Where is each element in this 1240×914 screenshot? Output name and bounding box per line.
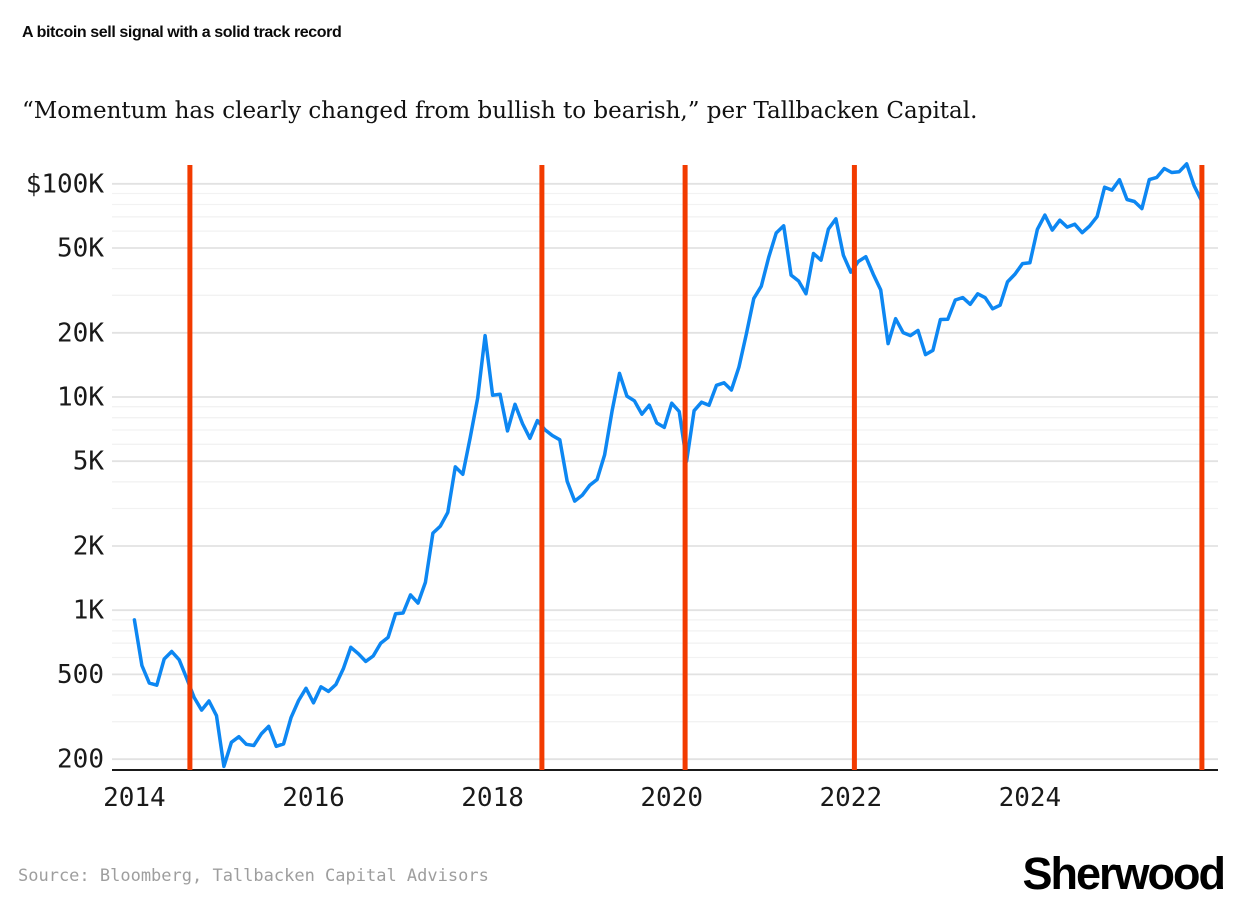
y-tick-label: 50K	[57, 234, 104, 264]
sell-signal-lines-top	[187, 165, 1205, 770]
y-tick-label: 5K	[73, 447, 105, 477]
y-tick-label: 500	[57, 660, 104, 690]
chart-subtitle: “Momentum has clearly changed from bulli…	[22, 98, 978, 124]
x-tick-label: 2016	[282, 783, 345, 813]
y-tick-label: 200	[57, 745, 104, 775]
x-tick-label: 2024	[999, 783, 1062, 813]
x-axis-labels: 2014 2016 2018 2020 2022 2024	[103, 783, 1061, 813]
y-tick-label: 1K	[73, 596, 105, 626]
y-axis-labels: $100K 50K 20K 10K 5K 2K 1K 500 200	[26, 169, 105, 774]
y-tick-label: 2K	[73, 532, 105, 562]
price-line	[132, 162, 1204, 769]
x-tick-label: 2014	[103, 783, 166, 813]
x-tick-label: 2020	[640, 783, 703, 813]
source-attribution: Source: Bloomberg, Tallbacken Capital Ad…	[18, 866, 489, 886]
x-tick-label: 2018	[461, 783, 524, 813]
gridlines	[112, 182, 1218, 761]
y-tick-label: $100K	[26, 169, 105, 199]
price-line-group	[132, 162, 1204, 769]
sherwood-logo: Sherwood	[1022, 848, 1226, 899]
page-title: A bitcoin sell signal with a solid track…	[22, 24, 342, 41]
x-tick-label: 2022	[819, 783, 882, 813]
y-tick-label: 20K	[57, 318, 104, 348]
y-tick-label: 10K	[57, 383, 104, 413]
